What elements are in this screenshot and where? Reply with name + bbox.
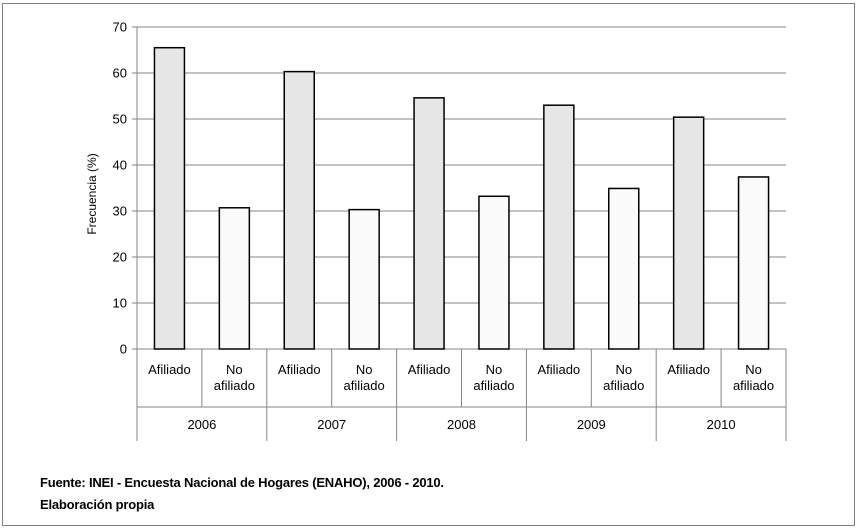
group-label: 2009 <box>577 417 606 432</box>
bar-no-afiliado <box>608 187 640 350</box>
chart-footer: Fuente: INEI - Encuesta Nacional de Hoga… <box>40 472 444 516</box>
y-tick-label: 70 <box>113 20 127 35</box>
group-label: 2007 <box>317 417 346 432</box>
category-label: Afiliado <box>667 362 710 377</box>
bar-no-afiliado <box>478 195 510 350</box>
bar-no-afiliado <box>218 207 251 350</box>
category-label: afiliado <box>214 378 255 393</box>
category-label: No <box>615 362 632 377</box>
category-label: afiliado <box>344 378 385 393</box>
y-tick-label: 0 <box>120 342 127 357</box>
source-note: Fuente: INEI - Encuesta Nacional de Hoga… <box>40 475 444 490</box>
y-tick-label: 50 <box>113 112 127 127</box>
authorship-note: Elaboración propia <box>40 497 155 512</box>
bar-afiliado <box>153 46 186 350</box>
category-label: No <box>226 362 243 377</box>
category-label: afiliado <box>603 378 644 393</box>
category-label: No <box>356 362 373 377</box>
y-axis-title: Frecuencia (%) <box>85 153 99 234</box>
group-label: 2010 <box>707 417 736 432</box>
category-label: afiliado <box>473 378 514 393</box>
y-tick-label: 10 <box>113 296 127 311</box>
bar-afiliado <box>543 104 575 350</box>
bar-afiliado <box>283 70 315 350</box>
category-label: Afiliado <box>538 362 581 377</box>
bar-no-afiliado <box>348 208 380 350</box>
y-tick-label: 20 <box>113 250 127 265</box>
group-label: 2006 <box>187 417 216 432</box>
bar-afiliado <box>413 97 445 350</box>
category-label: Afiliado <box>408 362 451 377</box>
category-label: No <box>745 362 762 377</box>
bar-no-afiliado <box>737 176 770 350</box>
bar-afiliado <box>672 116 705 350</box>
category-label: afiliado <box>733 378 774 393</box>
y-tick-label: 40 <box>113 158 127 173</box>
y-tick-label: 30 <box>113 204 127 219</box>
y-tick-label: 60 <box>113 66 127 81</box>
category-label: Afiliado <box>148 362 191 377</box>
category-label: No <box>486 362 503 377</box>
group-label: 2008 <box>447 417 476 432</box>
category-label: Afiliado <box>278 362 321 377</box>
